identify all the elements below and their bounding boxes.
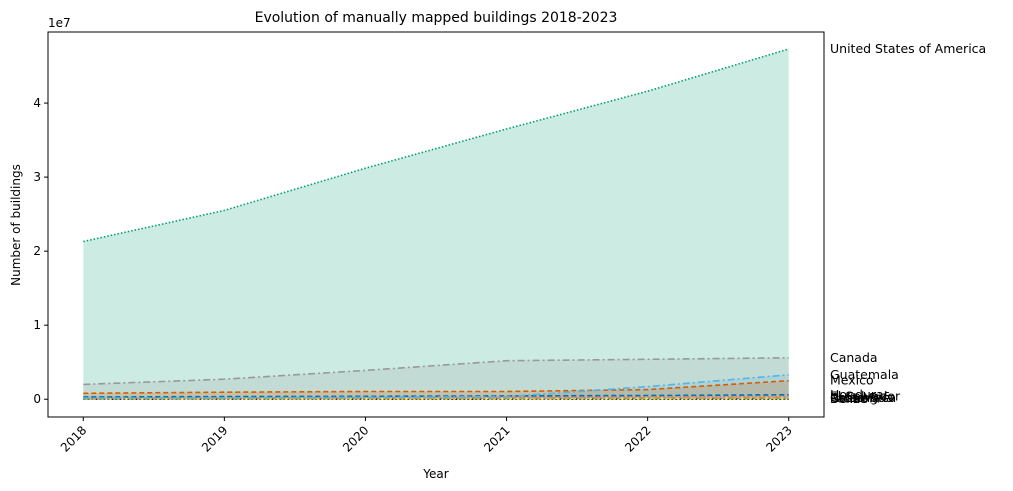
series-label-united-states-of-america: United States of America (830, 41, 986, 56)
x-tick-label: 2023 (763, 423, 794, 454)
x-tick-label: 2021 (481, 423, 512, 454)
series-labels: United States of America Canada GuatemalaM… (830, 41, 986, 406)
series-label-el-salvador: El Salvador (830, 389, 901, 404)
series-label-canada: Canada (830, 350, 878, 365)
area-fill-united-states-of-america (83, 49, 789, 400)
series-label-panama: Panama (830, 390, 880, 405)
y-tick-label: 1 (33, 318, 41, 332)
y-tick-label: 3 (33, 170, 41, 184)
series-line-mexico (83, 379, 789, 395)
series-label-honduras: Honduras (830, 387, 890, 402)
area-fills (83, 49, 789, 400)
series-line-guatemala (83, 374, 789, 399)
series-lines (83, 48, 789, 401)
x-tick-label: 2020 (340, 423, 371, 454)
series-label-guatemala: Guatemala (830, 367, 899, 382)
y-offset-label: 1e7 (48, 16, 71, 30)
y-tick-label: 0 (33, 392, 41, 406)
area-fill-mexico (83, 380, 789, 400)
x-axis-label: Year (422, 467, 448, 481)
series-label-belize: Belize (830, 391, 868, 406)
x-tick-label: 2018 (58, 423, 89, 454)
series-line-united-states-of-america (83, 48, 789, 243)
x-axis-ticks: 2018 2019 2020 2021 2022 2023 (58, 417, 795, 455)
series-label-mexico: Mexico (830, 373, 874, 388)
y-axis-label: Number of buildings (9, 164, 23, 286)
series-line-honduras (83, 393, 789, 398)
x-tick-label: 2019 (199, 423, 230, 454)
plot-frame (47, 31, 825, 418)
series-label-nicaragua: Nicaragua (830, 390, 894, 405)
series-line-canada (83, 357, 789, 386)
series-label-costa-rica: Costa Rica (830, 390, 896, 405)
x-tick-label: 2022 (622, 423, 653, 454)
y-axis-ticks: 0 1 2 3 4 (33, 96, 48, 406)
series-line-costa-rica (83, 396, 789, 400)
y-tick-label: 2 (33, 244, 41, 258)
area-fill-guatemala (83, 374, 789, 400)
series-line-el-salvador (83, 395, 789, 399)
chart-title: Evolution of manually mapped buildings 2… (255, 10, 618, 26)
y-tick-label: 4 (33, 96, 41, 110)
